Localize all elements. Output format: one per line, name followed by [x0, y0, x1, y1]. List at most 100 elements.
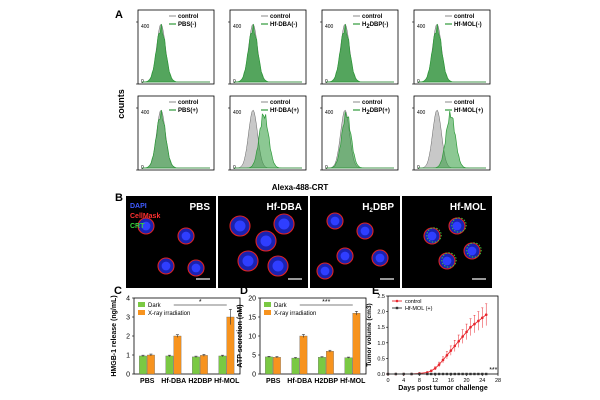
- x-tick-label: Hf-MOL: [340, 378, 366, 385]
- significance-marker: ***: [489, 367, 497, 374]
- histogram-panel: 0400controlPBS(+): [136, 95, 215, 171]
- panel-label: D: [240, 285, 248, 297]
- data-point: [469, 372, 472, 376]
- bar: [218, 355, 227, 375]
- histogram-panel: 0400controlHf-MOL(-): [412, 9, 491, 85]
- data-point: [480, 316, 484, 320]
- data-point: [473, 322, 476, 326]
- cell-nucleus: [141, 221, 151, 231]
- data-point: [410, 372, 413, 376]
- legend-control: control: [270, 14, 291, 20]
- histogram-panel: 0400controlHf-DBA(+): [228, 95, 307, 171]
- y-tick-label: 3: [126, 315, 130, 322]
- data-point: [484, 313, 488, 317]
- treated-histogram: [418, 111, 486, 169]
- micrograph-title: Hf-MOL: [450, 202, 486, 213]
- histogram-panel: 0400controlHf-DBA(-): [228, 9, 307, 85]
- histogram-frame: [321, 9, 399, 85]
- bar: [173, 335, 182, 375]
- legend-marker: [395, 306, 399, 310]
- data-point: [477, 372, 480, 376]
- histogram-frame: [137, 9, 215, 85]
- x-tick-label: H2DBP: [314, 378, 338, 385]
- histogram-y-tick-label: 400: [233, 24, 242, 30]
- treated-histogram: [326, 24, 394, 83]
- micrograph-panel: Hf-DBA: [218, 196, 308, 288]
- panel-a-label: A: [115, 9, 123, 21]
- crt-signal: [426, 227, 442, 243]
- y-tick-label: 1: [126, 353, 130, 360]
- data-point: [473, 372, 476, 376]
- cell-nucleus: [467, 246, 477, 256]
- data-point: [469, 325, 472, 329]
- micrograph-panel: PBS: [126, 196, 216, 288]
- data-point: [477, 319, 480, 323]
- legend-swatch: [138, 310, 145, 315]
- legend-swatch: [264, 310, 271, 315]
- histogram-panel: 0400controlPBS(-): [136, 9, 215, 85]
- y-axis-label: HMGB-1 release (ng/mL): [111, 295, 118, 376]
- data-point: [465, 372, 468, 376]
- bar: [226, 316, 235, 375]
- cell-nucleus: [278, 218, 290, 230]
- cell-nucleus: [340, 251, 350, 261]
- y-axis-label: Tumor volume (cm3): [366, 303, 373, 366]
- legend-control: control: [270, 100, 291, 106]
- treated-histogram: [418, 24, 486, 83]
- bar: [318, 357, 326, 375]
- data-point: [481, 372, 484, 376]
- x-tick-label: 0: [386, 378, 389, 384]
- cell-nucleus: [427, 231, 437, 241]
- histogram-y-tick-label: 400: [233, 110, 242, 116]
- bar: [139, 355, 147, 375]
- legend-control: control: [178, 14, 199, 20]
- stain-label: DAPI: [130, 203, 147, 210]
- data-point: [485, 372, 488, 376]
- cell-nucleus: [452, 221, 462, 231]
- cell-nucleus: [330, 216, 340, 226]
- data-point: [418, 372, 421, 376]
- crt-signal: [466, 242, 482, 258]
- legend-control: control: [362, 100, 383, 106]
- legend-entry: X-ray irradiation: [148, 311, 190, 317]
- y-tick-label: 0: [126, 372, 130, 379]
- data-point: [457, 339, 461, 343]
- cell-nucleus: [442, 256, 452, 266]
- panel-a-x-axis-label: Alexa-488-CRT: [272, 183, 329, 192]
- data-point: [394, 372, 398, 376]
- cell-nucleus: [181, 231, 191, 241]
- legend-entry: Hf-MOL (+): [405, 306, 433, 312]
- legend-treated: H2DBP(+): [362, 108, 390, 116]
- histogram-frame: [137, 95, 215, 171]
- significance-marker: *: [199, 299, 202, 306]
- data-point: [461, 372, 464, 376]
- panel-d-atp-chart: D 0 5 10 15 20 ATP secretion (nM) PBS Hf-DBA H2DB…: [237, 285, 367, 385]
- y-tick-label: 1.5: [377, 325, 385, 331]
- data-point: [445, 353, 449, 357]
- data-point: [433, 367, 437, 370]
- legend-marker: [395, 299, 399, 303]
- bar: [299, 335, 308, 375]
- legend-treated: H2DBP(-): [362, 22, 388, 30]
- x-tick-label: 12: [432, 378, 438, 384]
- data-point: [457, 372, 460, 376]
- x-tick-label: 8: [418, 378, 421, 384]
- micrograph-title: H2DBP: [362, 202, 394, 214]
- histogram-frame: [413, 9, 491, 85]
- legend-control: control: [454, 100, 475, 106]
- x-tick-label: 28: [495, 378, 501, 384]
- data-point: [441, 372, 445, 376]
- data-point: [449, 349, 453, 352]
- panel-b-micrographs: PBS Hf-DBA H2DBP Hf-MOL DAPI CellMask CRT: [126, 196, 492, 288]
- bar: [326, 351, 334, 375]
- legend-entry: Dark: [148, 303, 162, 309]
- legend-treated: Hf-MOL(+): [454, 108, 483, 114]
- histogram-panel: 0400controlHf-MOL(+): [412, 95, 491, 171]
- bar: [192, 356, 200, 375]
- x-tick-label: 20: [464, 378, 470, 384]
- legend-swatch: [264, 302, 271, 307]
- histogram-frame: [321, 95, 399, 171]
- cell-nucleus: [260, 235, 272, 247]
- legend-control: control: [178, 100, 199, 106]
